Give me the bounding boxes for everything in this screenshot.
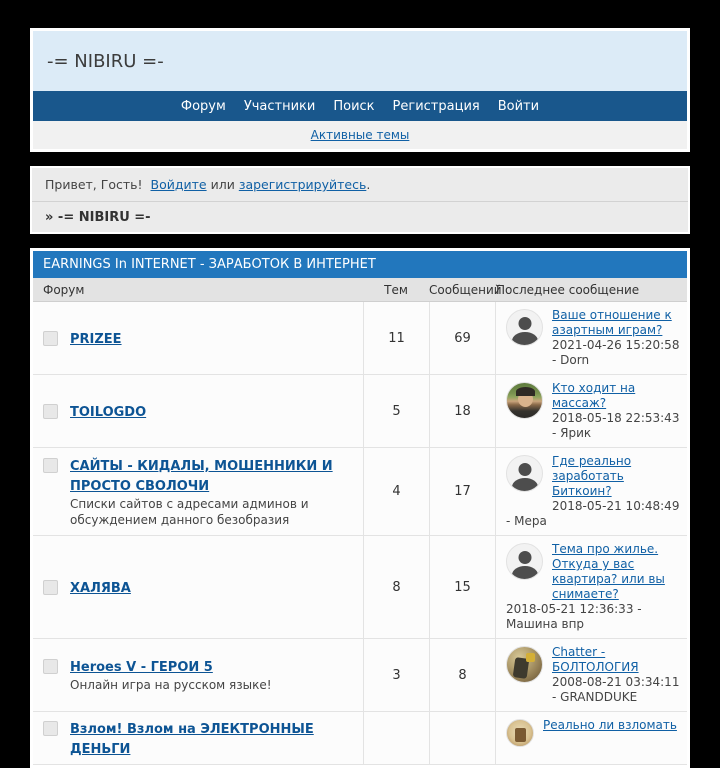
forum-status-icon (43, 580, 58, 595)
forum-cell: Heroes V - ГЕРОИ 5 Онлайн игра на русско… (33, 639, 363, 711)
column-header-posts: Сообщений (429, 282, 502, 297)
subnav-bar: Активные темы (33, 121, 687, 149)
threads-count: 4 (363, 448, 429, 535)
last-post-meta: 2018-05-21 12:36:33 - Машина впр (506, 602, 642, 631)
main-nav: Форум Участники Поиск Регистрация Войти (33, 91, 687, 121)
posts-count: 15 (429, 536, 495, 638)
forum-cell: TOILOGDO (33, 375, 363, 447)
welcome-period: . (366, 177, 371, 192)
nav-item-members[interactable]: Участники (243, 98, 316, 114)
forum-row: Heroes V - ГЕРОИ 5 Онлайн игра на русско… (33, 639, 687, 712)
lastpost-cell: Кто ходит на массаж? 2018-05-18 22:53:43… (495, 375, 687, 447)
forum-status-icon (43, 458, 58, 473)
forum-description: Списки сайтов с адресами админов и обсуж… (70, 497, 309, 527)
welcome-greeting: Привет, Гость! (45, 177, 143, 192)
posts-count: 8 (429, 639, 495, 711)
forum-row: PRIZEE 11 69 Ваше отношение к азартным и… (33, 302, 687, 375)
lastpost-cell: Ваше отношение к азартным играм? 2021-04… (495, 302, 687, 374)
nav-item-search[interactable]: Поиск (333, 98, 375, 114)
forum-link[interactable]: ХАЛЯВА (70, 581, 131, 596)
forum-rows: PRIZEE 11 69 Ваше отношение к азартным и… (33, 302, 687, 765)
forum-row: TOILOGDO 5 18 Кто ходит на массаж? 2018-… (33, 375, 687, 448)
last-post-meta: 2018-05-18 22:53:43 - Ярик (552, 411, 680, 440)
forum-link[interactable]: Взлом! Взлом на ЭЛЕКТРОННЫЕ ДЕНЬГИ (70, 722, 314, 757)
site-header-block: -= NIBIRU =- Форум Участники Поиск Регис… (30, 28, 690, 152)
forum-status-icon (43, 331, 58, 346)
login-link[interactable]: Войдите (150, 177, 207, 192)
forum-link[interactable]: TOILOGDO (70, 405, 147, 420)
threads-count: 8 (363, 536, 429, 638)
forum-info: TOILOGDO (70, 401, 146, 421)
posts-count: 69 (429, 302, 495, 374)
column-header-threads: Тем (384, 282, 408, 297)
default-avatar-icon[interactable] (506, 309, 543, 346)
nav-item-forum[interactable]: Форум (180, 98, 226, 114)
forum-info: Взлом! Взлом на ЭЛЕКТРОННЫЕ ДЕНЬГИ (70, 718, 355, 758)
last-post-meta: 2021-04-26 15:20:58 - Dorn (552, 338, 680, 367)
last-post-link[interactable]: Ваше отношение к азартным играм? (552, 308, 672, 337)
forum-cell: САЙТЫ - КИДАЛЫ, МОШЕННИКИ И ПРОСТО СВОЛО… (33, 448, 363, 535)
threads-count: 11 (363, 302, 429, 374)
last-post-meta: 2018-05-21 10:48:49 - Мера (506, 499, 680, 528)
default-avatar-icon[interactable] (506, 543, 543, 580)
forum-cell: ХАЛЯВА (33, 536, 363, 638)
nav-item-register[interactable]: Регистрация (392, 98, 480, 114)
posts-count: 18 (429, 375, 495, 447)
forum-info: САЙТЫ - КИДАЛЫ, МОШЕННИКИ И ПРОСТО СВОЛО… (70, 455, 355, 528)
forum-row: САЙТЫ - КИДАЛЫ, МОШЕННИКИ И ПРОСТО СВОЛО… (33, 448, 687, 536)
forum-cell: PRIZEE (33, 302, 363, 374)
forum-info: PRIZEE (70, 328, 122, 348)
forum-status-icon (43, 659, 58, 675)
welcome-message: Привет, Гость! Войдите или зарегистрируй… (32, 168, 688, 202)
active-topics-link[interactable]: Активные темы (310, 128, 410, 142)
lastpost-cell: Chatter - БОЛТОЛОГИЯ 2008-08-21 03:34:11… (495, 639, 687, 711)
forum-info: ХАЛЯВА (70, 577, 131, 597)
forum-table-block: EARNINGS In INTERNET - ЗАРАБОТОК В ИНТЕР… (30, 248, 690, 768)
last-post-link[interactable]: Тема про жилье. Откуда у вас квартира? и… (552, 542, 665, 601)
forum-link[interactable]: Heroes V - ГЕРОИ 5 (70, 660, 213, 676)
forum-info: Heroes V - ГЕРОИ 5 Онлайн игра на русско… (70, 656, 272, 694)
user-avatar-image[interactable] (506, 382, 543, 419)
welcome-or: или (210, 177, 235, 192)
site-title: -= NIBIRU =- (47, 50, 164, 72)
threads-count: 3 (363, 639, 429, 711)
register-link[interactable]: зарегистрируйтесь (238, 177, 367, 192)
forum-description: Онлайн игра на русском языке! (70, 678, 272, 693)
user-avatar-image[interactable] (506, 719, 534, 747)
welcome-block: Привет, Гость! Войдите или зарегистрируй… (30, 166, 690, 234)
forum-row: ХАЛЯВА 8 15 Тема про жилье. Откуда у вас… (33, 536, 687, 639)
user-avatar-image[interactable] (506, 646, 543, 683)
nav-item-login[interactable]: Войти (497, 98, 540, 114)
lastpost-cell: Где реально заработать Биткоин? 2018-05-… (495, 448, 687, 535)
posts-count: 17 (429, 448, 495, 535)
column-header-lastpost: Последнее сообщение (496, 282, 640, 297)
breadcrumb: » -= NIBIRU =- (32, 202, 688, 232)
forum-link[interactable]: САЙТЫ - КИДАЛЫ, МОШЕННИКИ И ПРОСТО СВОЛО… (70, 459, 333, 494)
last-post-meta: 2008-08-21 03:34:11 - GRANDDUKE (552, 675, 680, 704)
last-post-link[interactable]: Кто ходит на массаж? (552, 381, 636, 410)
threads-count: 5 (363, 375, 429, 447)
breadcrumb-text[interactable]: » -= NIBIRU =- (45, 209, 151, 225)
last-post-link[interactable]: Где реально заработать Биткоин? (552, 454, 632, 498)
table-header-row: Форум Тем Сообщений Последнее сообщение (33, 278, 687, 302)
column-header-forum: Форум (43, 282, 85, 297)
site-header: -= NIBIRU =- (33, 31, 687, 91)
category-header[interactable]: EARNINGS In INTERNET - ЗАРАБОТОК В ИНТЕР… (33, 251, 687, 278)
forum-status-icon (43, 404, 58, 419)
last-post-link[interactable]: Chatter - БОЛТОЛОГИЯ (552, 645, 639, 674)
forum-status-icon (43, 721, 58, 736)
default-avatar-icon[interactable] (506, 455, 543, 492)
forum-link[interactable]: PRIZEE (70, 332, 122, 347)
lastpost-cell: Тема про жилье. Откуда у вас квартира? и… (495, 536, 687, 638)
